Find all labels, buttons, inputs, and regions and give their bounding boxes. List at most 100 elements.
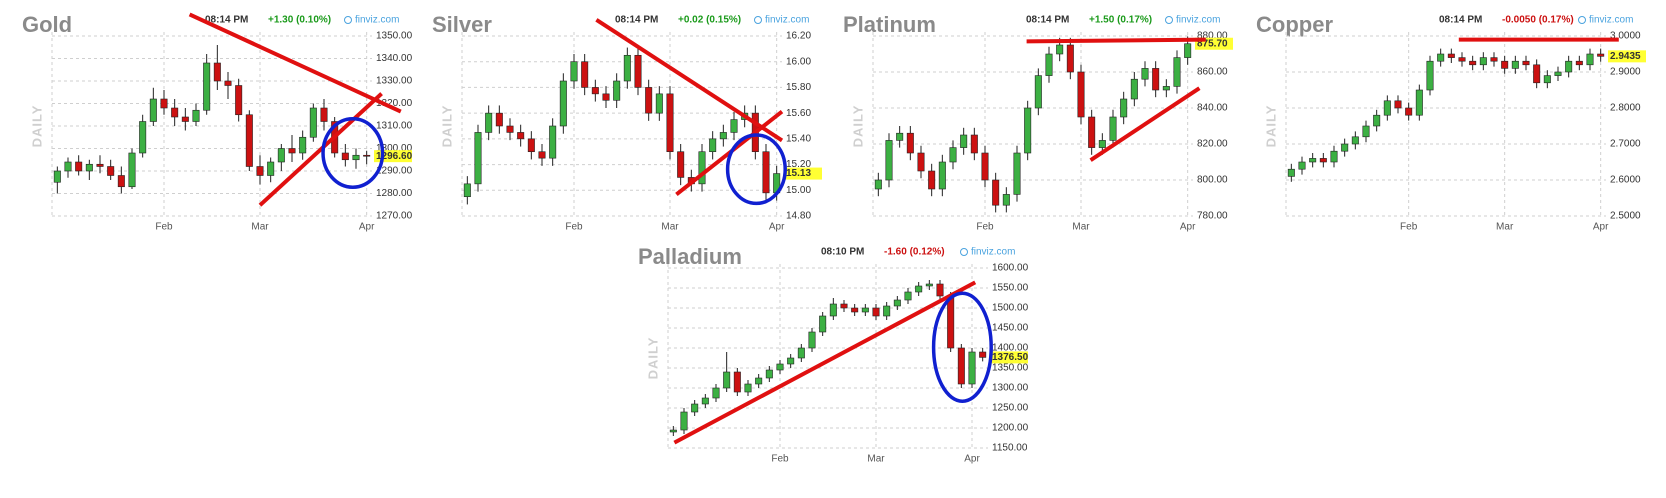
candle-body — [968, 351, 976, 385]
candle-body — [1002, 194, 1010, 206]
quote-change: +0.02 (0.15%) — [678, 15, 741, 26]
candle-body — [925, 283, 933, 287]
candle-body — [947, 295, 955, 349]
candle-body — [1173, 57, 1181, 87]
candle-body — [1298, 161, 1306, 170]
x-tick-label: Mar — [661, 222, 679, 233]
candle-body — [117, 175, 125, 188]
candle-body — [1554, 71, 1562, 76]
y-tick-label: 1350.00 — [992, 363, 1029, 374]
candle-body — [181, 116, 189, 122]
candle-body — [634, 54, 642, 88]
candle-body — [840, 303, 848, 309]
quote-change: +1.50 (0.17%) — [1089, 15, 1152, 26]
candle-body — [581, 61, 589, 88]
candle-body — [698, 151, 706, 185]
y-axis-label: DAILY — [439, 105, 454, 148]
y-tick-label: 860.00 — [1197, 67, 1228, 78]
candle-body — [981, 152, 989, 181]
candle-body — [691, 403, 699, 413]
candle-body — [979, 351, 987, 358]
candle-body — [245, 114, 253, 167]
candle-body — [1373, 114, 1381, 127]
candle-body — [1437, 53, 1445, 62]
candle-body — [1077, 71, 1085, 118]
x-tick-label: Mar — [1072, 222, 1090, 233]
x-tick-label: Feb — [976, 222, 994, 233]
candle-body — [1330, 150, 1338, 163]
y-tick-label: 1350.00 — [376, 31, 413, 42]
y-tick-label: 1340.00 — [376, 53, 413, 64]
chart-panel: Palladium 08:10 PM -1.60 (0.12%) finviz.com… — [638, 244, 1029, 465]
candle-body — [363, 154, 371, 157]
y-tick-label: 15.00 — [786, 185, 811, 196]
candle-body — [1543, 75, 1551, 84]
candle-body — [655, 93, 663, 114]
x-tick-label: Apr — [769, 222, 785, 233]
candle-body — [744, 383, 752, 393]
candle-body — [1394, 100, 1402, 109]
candle-body — [701, 397, 709, 405]
x-tick-label: Apr — [964, 454, 980, 465]
y-tick-label: 1310.00 — [376, 121, 413, 132]
candle-body — [928, 170, 936, 190]
y-tick-label: 1600.00 — [992, 263, 1029, 274]
source: finviz.com — [971, 247, 1015, 258]
highlight-ellipse — [725, 133, 787, 206]
candle-body — [730, 119, 738, 133]
y-tick-label: 1300.00 — [376, 143, 413, 154]
candle-body — [733, 371, 741, 393]
candle-body — [506, 125, 514, 133]
candle-body — [949, 147, 957, 163]
y-axis-label: DAILY — [645, 337, 660, 380]
trend-line — [188, 12, 402, 114]
candle-body — [1522, 60, 1530, 66]
quote-change: -0.0050 (0.17%) — [1502, 15, 1574, 26]
candle-body — [851, 307, 859, 313]
last-price-label: 2.9435 — [1610, 51, 1641, 62]
quote-change: +1.30 (0.10%) — [268, 15, 331, 26]
candle-body — [1045, 53, 1053, 76]
candle-body — [570, 61, 578, 82]
candle-body — [904, 291, 912, 301]
candle-body — [1013, 152, 1021, 195]
y-tick-label: 1550.00 — [992, 283, 1029, 294]
chart-title: Palladium — [638, 244, 742, 269]
last-price-label: 1376.50 — [992, 352, 1029, 363]
candle-body — [527, 138, 535, 153]
candle-body — [538, 151, 546, 159]
candle-body — [1490, 57, 1498, 62]
x-tick-label: Mar — [251, 222, 269, 233]
candle-body — [885, 140, 893, 181]
last-price-box — [990, 351, 1028, 364]
y-axis-label: DAILY — [850, 105, 865, 148]
candle-body — [1152, 68, 1160, 91]
x-tick-label: Feb — [155, 222, 173, 233]
candle-body — [495, 112, 503, 127]
candle-body — [1511, 60, 1519, 69]
y-tick-label: 16.00 — [786, 56, 811, 67]
y-tick-label: 840.00 — [1197, 103, 1228, 114]
candle-body — [1501, 60, 1509, 69]
candle-body — [936, 283, 944, 297]
last-price-box — [784, 167, 822, 180]
candle-body — [861, 307, 869, 313]
candle-body — [288, 148, 296, 154]
candle-body — [1341, 143, 1349, 152]
candle-body — [1120, 98, 1128, 118]
candle-body — [829, 303, 837, 317]
candle-body — [1383, 100, 1391, 116]
quote-time: 08:14 PM — [615, 15, 658, 26]
x-tick-label: Mar — [1496, 222, 1514, 233]
candle-body — [1162, 86, 1170, 91]
candle-body — [213, 62, 221, 82]
y-tick-label: 1200.00 — [992, 423, 1029, 434]
candle-body — [915, 285, 923, 293]
candle-body — [874, 179, 882, 190]
candle-body — [893, 299, 901, 307]
candle-body — [107, 166, 115, 176]
quote-time: 08:10 PM — [821, 247, 864, 258]
candle-body — [139, 121, 147, 154]
candle-body — [517, 132, 525, 140]
